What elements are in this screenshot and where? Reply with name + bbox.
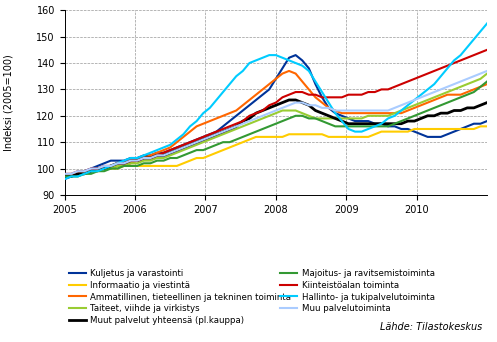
- Text: Lähde: Tilastokeskus: Lähde: Tilastokeskus: [380, 322, 482, 332]
- Legend: Majoitus- ja ravitsemistoiminta, Kiinteistöalan toiminta, Hallinto- ja tukipalve: Majoitus- ja ravitsemistoiminta, Kiintei…: [280, 269, 435, 313]
- Y-axis label: Indeksi (2005=100): Indeksi (2005=100): [4, 54, 14, 151]
